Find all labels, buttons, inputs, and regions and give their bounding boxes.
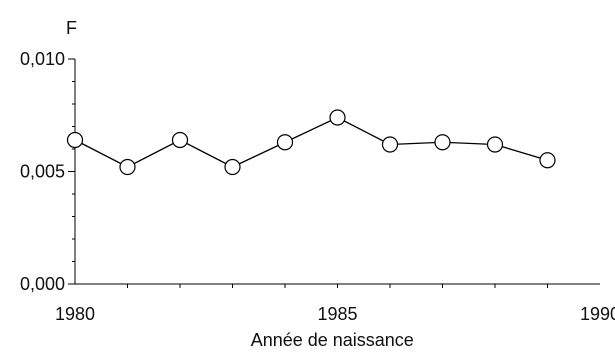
data-point	[486, 136, 504, 153]
x-tick-label: 1990	[580, 304, 615, 324]
data-point	[329, 109, 346, 126]
series-line	[74, 116, 548, 168]
y-tick-label: 0,010	[20, 49, 65, 69]
data-point	[171, 131, 189, 149]
axes: 0,000 0,005 0,010 1980 1985 1990	[20, 49, 615, 324]
x-tick-label: 1985	[317, 304, 357, 324]
x-axis-title: Année de naissance	[251, 330, 414, 350]
data-point	[276, 134, 294, 151]
data-point	[434, 134, 451, 151]
data-point	[119, 158, 136, 176]
y-axis-title: F	[66, 18, 77, 38]
data-point	[381, 136, 399, 153]
data-point	[539, 152, 556, 169]
y-tick-label: 0,000	[20, 274, 65, 294]
y-tick-label: 0,005	[20, 162, 65, 182]
data-point	[224, 158, 241, 176]
data-point	[66, 131, 84, 149]
x-tick-label: 1980	[55, 304, 95, 324]
